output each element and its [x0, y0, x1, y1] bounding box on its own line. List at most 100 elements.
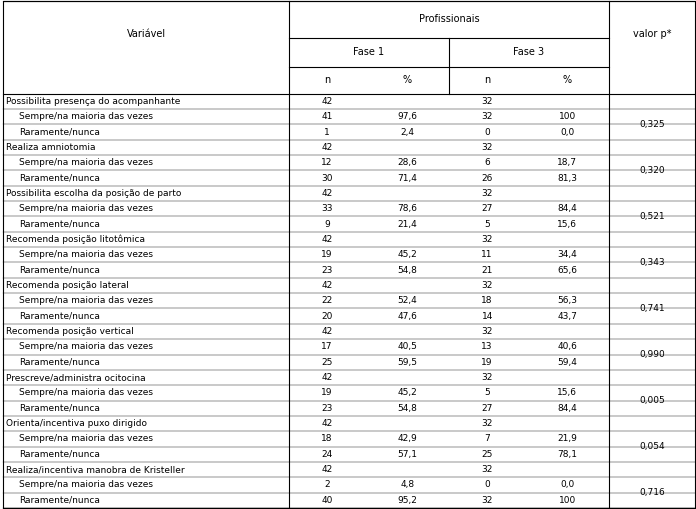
- Text: Sempre/na maioria das vezes: Sempre/na maioria das vezes: [19, 480, 153, 490]
- Text: Raramente/nunca: Raramente/nunca: [19, 174, 100, 183]
- Text: 4,8: 4,8: [400, 480, 414, 490]
- Text: Sempre/na maioria das vezes: Sempre/na maioria das vezes: [19, 250, 153, 259]
- Text: 32: 32: [482, 496, 493, 505]
- Text: 84,4: 84,4: [557, 204, 577, 213]
- Text: 45,2: 45,2: [397, 388, 417, 398]
- Text: 26: 26: [482, 174, 493, 183]
- Text: 32: 32: [482, 112, 493, 121]
- Text: 11: 11: [482, 250, 493, 259]
- Text: Sempre/na maioria das vezes: Sempre/na maioria das vezes: [19, 434, 153, 443]
- Text: 1: 1: [324, 128, 330, 136]
- Text: 20: 20: [322, 312, 333, 321]
- Text: 32: 32: [482, 419, 493, 428]
- Text: 0,005: 0,005: [639, 396, 665, 405]
- Text: 0: 0: [484, 480, 490, 490]
- Text: 42: 42: [322, 465, 333, 474]
- Text: 54,8: 54,8: [397, 404, 417, 413]
- Text: 97,6: 97,6: [397, 112, 417, 121]
- Text: 32: 32: [482, 373, 493, 382]
- Text: Raramente/nunca: Raramente/nunca: [19, 496, 100, 505]
- Text: 42: 42: [322, 373, 333, 382]
- Text: 32: 32: [482, 281, 493, 290]
- Text: 40: 40: [322, 496, 333, 505]
- Text: 65,6: 65,6: [557, 266, 577, 275]
- Text: 81,3: 81,3: [557, 174, 577, 183]
- Text: 21: 21: [482, 266, 493, 275]
- Text: Variável: Variável: [127, 29, 166, 39]
- Text: 25: 25: [322, 358, 333, 366]
- Text: 0,741: 0,741: [639, 304, 665, 313]
- Text: Fase 1: Fase 1: [354, 47, 384, 58]
- Text: 42: 42: [322, 327, 333, 336]
- Text: 78,1: 78,1: [557, 450, 577, 459]
- Text: Possibilita presença do acompanhante: Possibilita presença do acompanhante: [6, 97, 180, 106]
- Text: 19: 19: [322, 250, 333, 259]
- Text: 84,4: 84,4: [557, 404, 577, 413]
- Text: Profissionais: Profissionais: [418, 14, 480, 24]
- Text: Raramente/nunca: Raramente/nunca: [19, 266, 100, 275]
- Text: 13: 13: [482, 343, 493, 351]
- Text: 15,6: 15,6: [557, 219, 577, 229]
- Text: 6: 6: [484, 158, 490, 167]
- Text: 0,320: 0,320: [639, 166, 665, 175]
- Text: 5: 5: [484, 388, 490, 398]
- Text: Sempre/na maioria das vezes: Sempre/na maioria das vezes: [19, 158, 153, 167]
- Text: 42: 42: [322, 281, 333, 290]
- Text: 23: 23: [322, 404, 333, 413]
- Text: 0: 0: [484, 128, 490, 136]
- Text: 78,6: 78,6: [397, 204, 417, 213]
- Text: 27: 27: [482, 204, 493, 213]
- Text: 0,521: 0,521: [639, 212, 665, 221]
- Text: 9: 9: [324, 219, 330, 229]
- Text: 59,4: 59,4: [557, 358, 577, 366]
- Text: 32: 32: [482, 97, 493, 106]
- Text: Raramente/nunca: Raramente/nunca: [19, 312, 100, 321]
- Text: 32: 32: [482, 189, 493, 198]
- Text: 43,7: 43,7: [557, 312, 577, 321]
- Text: 0,054: 0,054: [639, 442, 665, 451]
- Text: 27: 27: [482, 404, 493, 413]
- Text: 15,6: 15,6: [557, 388, 577, 398]
- Text: 23: 23: [322, 266, 333, 275]
- Text: 0,990: 0,990: [639, 350, 665, 359]
- Text: Raramente/nunca: Raramente/nunca: [19, 404, 100, 413]
- Text: valor p*: valor p*: [633, 29, 671, 39]
- Text: Sempre/na maioria das vezes: Sempre/na maioria das vezes: [19, 343, 153, 351]
- Text: 33: 33: [322, 204, 333, 213]
- Text: n: n: [484, 75, 490, 86]
- Text: Realiza amniotomia: Realiza amniotomia: [6, 143, 95, 152]
- Text: 95,2: 95,2: [397, 496, 417, 505]
- Text: Possibilita escolha da posição de parto: Possibilita escolha da posição de parto: [6, 189, 181, 198]
- Text: Recomenda posição litotômica: Recomenda posição litotômica: [6, 235, 145, 244]
- Text: 40,5: 40,5: [397, 343, 417, 351]
- Text: 28,6: 28,6: [397, 158, 417, 167]
- Text: 25: 25: [482, 450, 493, 459]
- Text: 47,6: 47,6: [397, 312, 417, 321]
- Text: 21,4: 21,4: [397, 219, 417, 229]
- Text: 40,6: 40,6: [557, 343, 577, 351]
- Text: 0,343: 0,343: [639, 258, 665, 267]
- Text: 30: 30: [322, 174, 333, 183]
- Text: 100: 100: [559, 112, 576, 121]
- Text: Sempre/na maioria das vezes: Sempre/na maioria das vezes: [19, 296, 153, 305]
- Text: 32: 32: [482, 143, 493, 152]
- Text: %: %: [562, 75, 572, 86]
- Text: 19: 19: [482, 358, 493, 366]
- Text: Sempre/na maioria das vezes: Sempre/na maioria das vezes: [19, 112, 153, 121]
- Text: 59,5: 59,5: [397, 358, 417, 366]
- Text: 18: 18: [322, 434, 333, 443]
- Text: 42,9: 42,9: [397, 434, 417, 443]
- Text: Raramente/nunca: Raramente/nunca: [19, 128, 100, 136]
- Text: 42: 42: [322, 143, 333, 152]
- Text: 42: 42: [322, 97, 333, 106]
- Text: 71,4: 71,4: [397, 174, 417, 183]
- Text: 17: 17: [322, 343, 333, 351]
- Text: 2,4: 2,4: [400, 128, 414, 136]
- Text: 41: 41: [322, 112, 333, 121]
- Text: 21,9: 21,9: [557, 434, 577, 443]
- Text: 0,0: 0,0: [560, 480, 574, 490]
- Text: Raramente/nunca: Raramente/nunca: [19, 358, 100, 366]
- Text: 52,4: 52,4: [397, 296, 417, 305]
- Text: 42: 42: [322, 419, 333, 428]
- Text: %: %: [402, 75, 412, 86]
